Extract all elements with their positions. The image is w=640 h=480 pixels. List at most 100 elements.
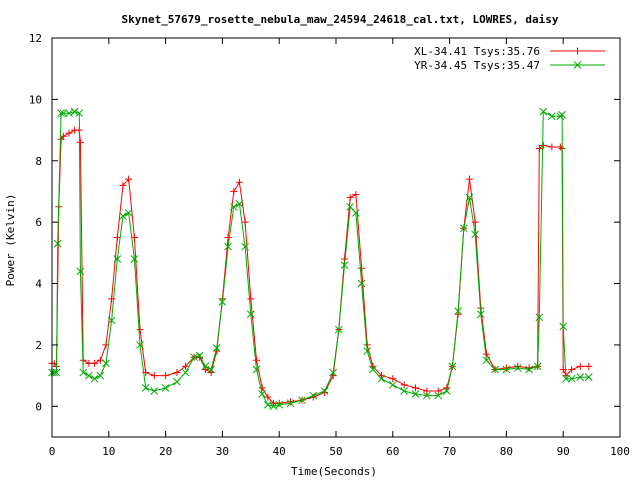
data-point [287, 398, 295, 406]
data-point [59, 109, 68, 118]
data-point [400, 387, 409, 395]
data-point [229, 202, 238, 211]
series-line [52, 110, 589, 407]
data-point [562, 374, 570, 383]
data-point [357, 279, 366, 288]
data-point [556, 143, 564, 151]
data-point [136, 341, 144, 349]
data-point [513, 364, 522, 372]
data-point [548, 143, 556, 151]
data-point [96, 371, 105, 380]
data-point [269, 402, 278, 411]
data-point [76, 267, 85, 276]
series-2 [48, 107, 593, 411]
data-point [212, 344, 221, 352]
data-point [535, 144, 543, 152]
data-point [465, 193, 474, 202]
data-point [412, 384, 420, 392]
data-point [218, 298, 227, 306]
data-point [181, 362, 189, 370]
data-point [173, 369, 181, 377]
data-point [320, 387, 329, 395]
legend-marker [574, 47, 581, 55]
data-point [130, 255, 139, 263]
data-point [346, 202, 355, 211]
data-point [448, 362, 457, 371]
plot-area [48, 107, 593, 411]
data-point [235, 199, 244, 208]
y-tick-label: 2 [35, 339, 42, 352]
y-tick-label: 6 [35, 216, 42, 229]
data-point [454, 307, 462, 316]
data-point [482, 356, 491, 365]
data-point [75, 109, 84, 118]
data-point [125, 175, 133, 183]
data-point [286, 399, 295, 408]
data-point [201, 365, 209, 373]
y-tick-label: 12 [29, 32, 42, 45]
data-point [113, 255, 122, 263]
x-tick-label: 40 [273, 445, 286, 458]
axes: 0 10 20 30 40 50 60 70 80 90 100 0 2 4 6 8 10 12 [29, 32, 630, 458]
x-tick-label: 60 [386, 445, 399, 458]
data-point [150, 387, 159, 395]
data-point [162, 372, 170, 380]
legend-marker [573, 61, 582, 69]
data-point [53, 239, 62, 248]
data-point [352, 209, 360, 217]
data-point [79, 368, 88, 377]
data-point [535, 313, 544, 322]
data-point [525, 364, 533, 372]
data-point [102, 359, 110, 368]
data-point [576, 373, 585, 382]
data-point [195, 351, 204, 360]
data-point [258, 390, 267, 398]
x-tick-label: 80 [500, 445, 513, 458]
data-point [423, 391, 431, 400]
x-axis-label: Time(Seconds) [291, 465, 377, 478]
data-point [465, 175, 473, 183]
legend-label: YR-34.45 Tsys:35.47 [414, 59, 540, 72]
data-point [547, 112, 556, 121]
data-point [230, 187, 238, 195]
data-point [363, 347, 372, 355]
data-point [246, 310, 255, 319]
data-point [442, 387, 451, 395]
data-point [539, 141, 547, 149]
data-point [352, 191, 360, 199]
data-point [388, 380, 397, 389]
data-point [241, 218, 249, 226]
data-point [52, 368, 61, 377]
series-line [52, 129, 589, 404]
y-tick-label: 0 [35, 400, 42, 413]
data-point [346, 194, 354, 202]
data-point [471, 230, 480, 239]
x-tick-label: 100 [610, 445, 630, 458]
data-point [476, 310, 485, 319]
data-point [329, 368, 338, 377]
data-point [190, 353, 198, 362]
data-point [568, 365, 576, 373]
data-point [334, 325, 343, 334]
data-point [59, 132, 67, 140]
data-point [65, 129, 73, 137]
x-tick-label: 30 [216, 445, 229, 458]
data-point [85, 371, 93, 380]
chart-title: Skynet_57679_rosette_nebula_maw_24594_24… [121, 13, 558, 26]
y-axis-label: Power (Kelvin) [4, 194, 17, 287]
data-point [585, 362, 593, 370]
data-point [459, 224, 468, 233]
data-point [502, 364, 510, 372]
data-point [411, 390, 420, 398]
data-point [377, 374, 386, 383]
data-point [309, 391, 318, 400]
data-point [539, 107, 548, 116]
data-point [298, 396, 306, 405]
data-point [119, 181, 127, 189]
data-point [423, 387, 431, 395]
data-point [263, 400, 272, 409]
data-point [525, 365, 533, 374]
x-tick-label: 10 [102, 445, 115, 458]
data-point [252, 356, 260, 364]
